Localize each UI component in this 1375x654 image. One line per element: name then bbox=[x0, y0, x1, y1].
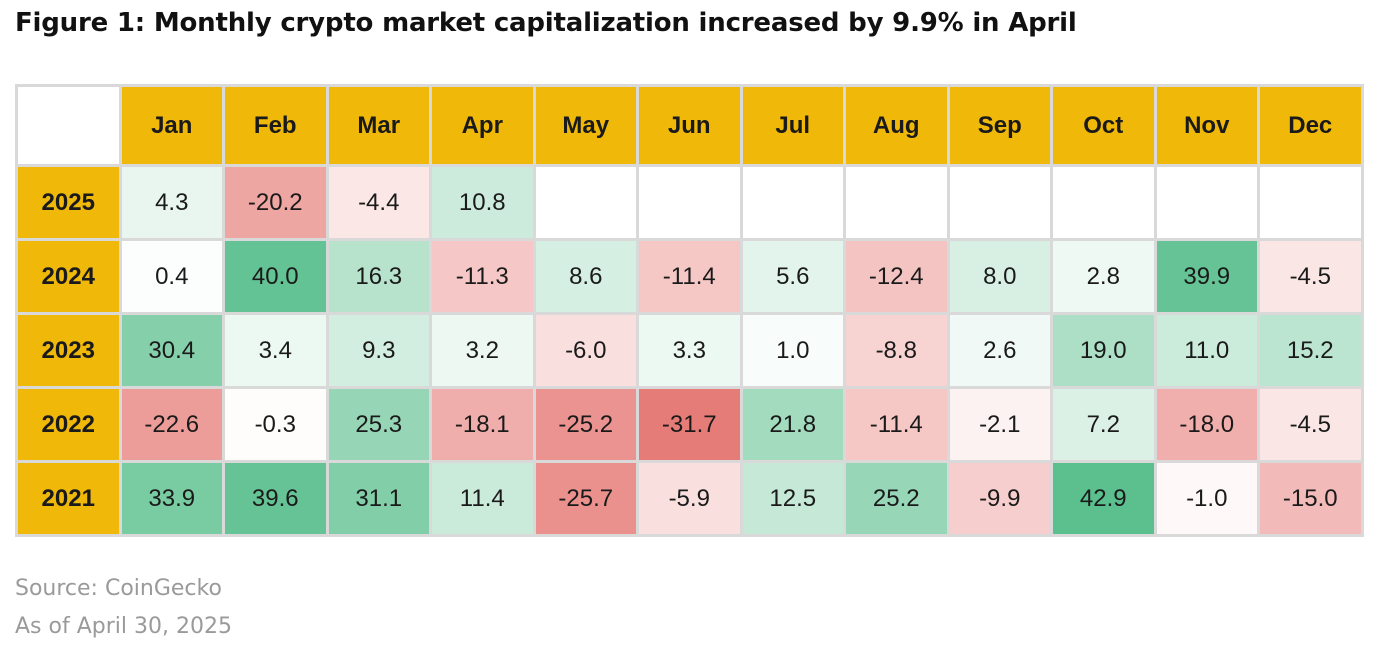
cell-2021-dec: -15.0 bbox=[1257, 460, 1364, 537]
cell-2024-jan: 0.4 bbox=[118, 238, 225, 315]
year-label-2021: 2021 bbox=[15, 460, 122, 537]
header-row: Jan Feb Mar Apr May Jun Jul Aug Sep Oct Nov Dec bbox=[15, 84, 1364, 167]
cell-2022-nov: -18.0 bbox=[1153, 386, 1260, 463]
cell-2025-dec bbox=[1257, 164, 1364, 241]
cell-2022-aug: -11.4 bbox=[843, 386, 950, 463]
year-label-2023: 2023 bbox=[15, 312, 122, 389]
month-header-oct: Oct bbox=[1050, 84, 1157, 167]
cell-2022-may: -25.2 bbox=[532, 386, 639, 463]
cell-2023-apr: 3.2 bbox=[429, 312, 536, 389]
cell-2025-mar: -4.4 bbox=[325, 164, 432, 241]
cell-2021-nov: -1.0 bbox=[1153, 460, 1260, 537]
cell-2022-feb: -0.3 bbox=[222, 386, 329, 463]
cell-2024-jun: -11.4 bbox=[636, 238, 743, 315]
month-header-feb: Feb bbox=[222, 84, 329, 167]
cell-2021-jan: 33.9 bbox=[118, 460, 225, 537]
cell-2022-jan: -22.6 bbox=[118, 386, 225, 463]
cell-2023-jan: 30.4 bbox=[118, 312, 225, 389]
cell-2024-jul: 5.6 bbox=[739, 238, 846, 315]
chart-title: Figure 1: Monthly crypto market capitali… bbox=[15, 8, 1077, 38]
cell-2025-jul bbox=[739, 164, 846, 241]
cell-2021-aug: 25.2 bbox=[843, 460, 950, 537]
year-row-2024: 2024 0.4 40.0 16.3 -11.3 8.6 -11.4 5.6 -12.4 8.0 2… bbox=[15, 238, 1364, 315]
cell-2023-mar: 9.3 bbox=[325, 312, 432, 389]
cell-2023-dec: 15.2 bbox=[1257, 312, 1364, 389]
year-row-2022: 2022 -22.6 -0.3 25.3 -18.1 -25.2 -31.7 21.8 -11.… bbox=[15, 386, 1364, 463]
cell-2021-sep: -9.9 bbox=[946, 460, 1053, 537]
cell-2025-jun bbox=[636, 164, 743, 241]
cell-2025-apr: 10.8 bbox=[429, 164, 536, 241]
corner-cell bbox=[15, 84, 122, 167]
cell-2021-oct: 42.9 bbox=[1050, 460, 1157, 537]
month-header-apr: Apr bbox=[429, 84, 536, 167]
cell-2025-aug bbox=[843, 164, 950, 241]
cell-2021-apr: 11.4 bbox=[429, 460, 536, 537]
cell-2025-oct bbox=[1050, 164, 1157, 241]
month-header-nov: Nov bbox=[1153, 84, 1260, 167]
cell-2023-may: -6.0 bbox=[532, 312, 639, 389]
cell-2021-feb: 39.6 bbox=[222, 460, 329, 537]
cell-2024-may: 8.6 bbox=[532, 238, 639, 315]
month-header-jan: Jan bbox=[118, 84, 225, 167]
cell-2022-sep: -2.1 bbox=[946, 386, 1053, 463]
cell-2024-apr: -11.3 bbox=[429, 238, 536, 315]
month-header-sep: Sep bbox=[946, 84, 1053, 167]
month-header-jul: Jul bbox=[739, 84, 846, 167]
year-row-2023: 2023 30.4 3.4 9.3 3.2 -6.0 3.3 1.0 -8.8 2.6 19.0 11… bbox=[15, 312, 1364, 389]
cell-2024-sep: 8.0 bbox=[946, 238, 1053, 315]
cell-2025-nov bbox=[1153, 164, 1260, 241]
year-label-2024: 2024 bbox=[15, 238, 122, 315]
cell-2025-may bbox=[532, 164, 639, 241]
cell-2024-aug: -12.4 bbox=[843, 238, 950, 315]
cell-2021-jun: -5.9 bbox=[636, 460, 743, 537]
year-label-2025: 2025 bbox=[15, 164, 122, 241]
cell-2023-nov: 11.0 bbox=[1153, 312, 1260, 389]
cell-2021-may: -25.7 bbox=[532, 460, 639, 537]
year-label-2022: 2022 bbox=[15, 386, 122, 463]
as-of-note: As of April 30, 2025 bbox=[15, 614, 232, 639]
month-header-aug: Aug bbox=[843, 84, 950, 167]
cell-2024-mar: 16.3 bbox=[325, 238, 432, 315]
month-header-dec: Dec bbox=[1257, 84, 1364, 167]
cell-2023-jun: 3.3 bbox=[636, 312, 743, 389]
cell-2022-jun: -31.7 bbox=[636, 386, 743, 463]
cell-2025-jan: 4.3 bbox=[118, 164, 225, 241]
year-row-2025: 2025 4.3 -20.2 -4.4 10.8 bbox=[15, 164, 1364, 241]
cell-2022-oct: 7.2 bbox=[1050, 386, 1157, 463]
month-header-mar: Mar bbox=[325, 84, 432, 167]
cell-2022-mar: 25.3 bbox=[325, 386, 432, 463]
cell-2025-feb: -20.2 bbox=[222, 164, 329, 241]
cell-2024-nov: 39.9 bbox=[1153, 238, 1260, 315]
cell-2022-dec: -4.5 bbox=[1257, 386, 1364, 463]
cell-2024-dec: -4.5 bbox=[1257, 238, 1364, 315]
cell-2021-mar: 31.1 bbox=[325, 460, 432, 537]
cell-2022-apr: -18.1 bbox=[429, 386, 536, 463]
cell-2023-jul: 1.0 bbox=[739, 312, 846, 389]
year-row-2021: 2021 33.9 39.6 31.1 11.4 -25.7 -5.9 12.5 25.2 -9.… bbox=[15, 460, 1364, 537]
cell-2021-jul: 12.5 bbox=[739, 460, 846, 537]
cell-2022-jul: 21.8 bbox=[739, 386, 846, 463]
heatmap-table: Jan Feb Mar Apr May Jun Jul Aug Sep Oct Nov Dec 2025… bbox=[15, 84, 1364, 537]
cell-2023-aug: -8.8 bbox=[843, 312, 950, 389]
source-note: Source: CoinGecko bbox=[15, 576, 222, 601]
cell-2023-feb: 3.4 bbox=[222, 312, 329, 389]
cell-2023-sep: 2.6 bbox=[946, 312, 1053, 389]
cell-2024-feb: 40.0 bbox=[222, 238, 329, 315]
month-header-may: May bbox=[532, 84, 639, 167]
cell-2024-oct: 2.8 bbox=[1050, 238, 1157, 315]
cell-2023-oct: 19.0 bbox=[1050, 312, 1157, 389]
cell-2025-sep bbox=[946, 164, 1053, 241]
month-header-jun: Jun bbox=[636, 84, 743, 167]
